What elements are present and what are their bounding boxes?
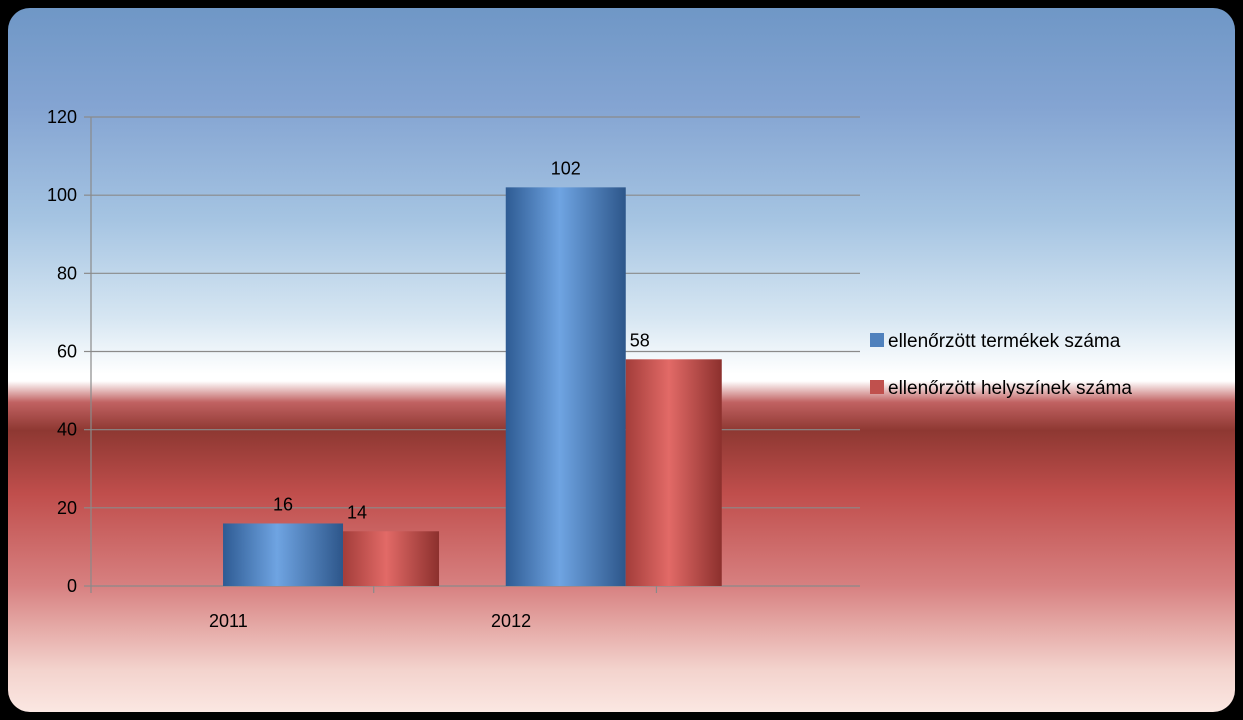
legend-swatch-termekek bbox=[870, 333, 884, 347]
bar-helyszinek-2012 bbox=[625, 359, 722, 586]
legend-swatch-helyszinek bbox=[870, 380, 884, 394]
bars bbox=[223, 187, 722, 586]
x-tick-label-2011: 2011 bbox=[209, 611, 248, 631]
bar-termekek-2011 bbox=[223, 523, 344, 586]
y-tick-label: 120 bbox=[47, 107, 77, 127]
y-tick-label: 20 bbox=[57, 498, 77, 518]
y-tick-label: 80 bbox=[57, 263, 77, 283]
bar-chart: 0 20 40 60 80 100 120 2011 2012 16 14 102 58 ellenő… bbox=[47, 107, 1132, 631]
gridlines bbox=[91, 116, 860, 509]
y-tick-label: 60 bbox=[57, 342, 77, 362]
data-label-termekek-2011: 16 bbox=[273, 494, 293, 514]
data-label-helyszinek-2011: 14 bbox=[347, 502, 367, 522]
bar-helyszinek-2011 bbox=[343, 531, 440, 586]
chart-frame: 0 20 40 60 80 100 120 2011 2012 16 14 102 58 ellenő… bbox=[8, 8, 1235, 712]
legend: ellenőrzött termékek száma ellenőrzött he… bbox=[870, 331, 1132, 399]
data-labels: 16 14 102 58 bbox=[273, 158, 650, 522]
data-label-termekek-2012: 102 bbox=[551, 158, 581, 178]
bar-termekek-2012 bbox=[505, 187, 626, 586]
data-label-helyszinek-2012: 58 bbox=[630, 330, 650, 350]
legend-label-helyszinek: ellenőrzött helyszínek száma bbox=[888, 378, 1132, 399]
y-tick-label: 40 bbox=[57, 420, 77, 440]
x-tick-label-2012: 2012 bbox=[491, 611, 531, 631]
legend-label-termekek: ellenőrzött termékek száma bbox=[888, 331, 1121, 352]
y-tick-label: 100 bbox=[47, 185, 77, 205]
y-tick-label: 0 bbox=[67, 576, 77, 596]
axes: 0 20 40 60 80 100 120 2011 2012 bbox=[47, 107, 860, 631]
